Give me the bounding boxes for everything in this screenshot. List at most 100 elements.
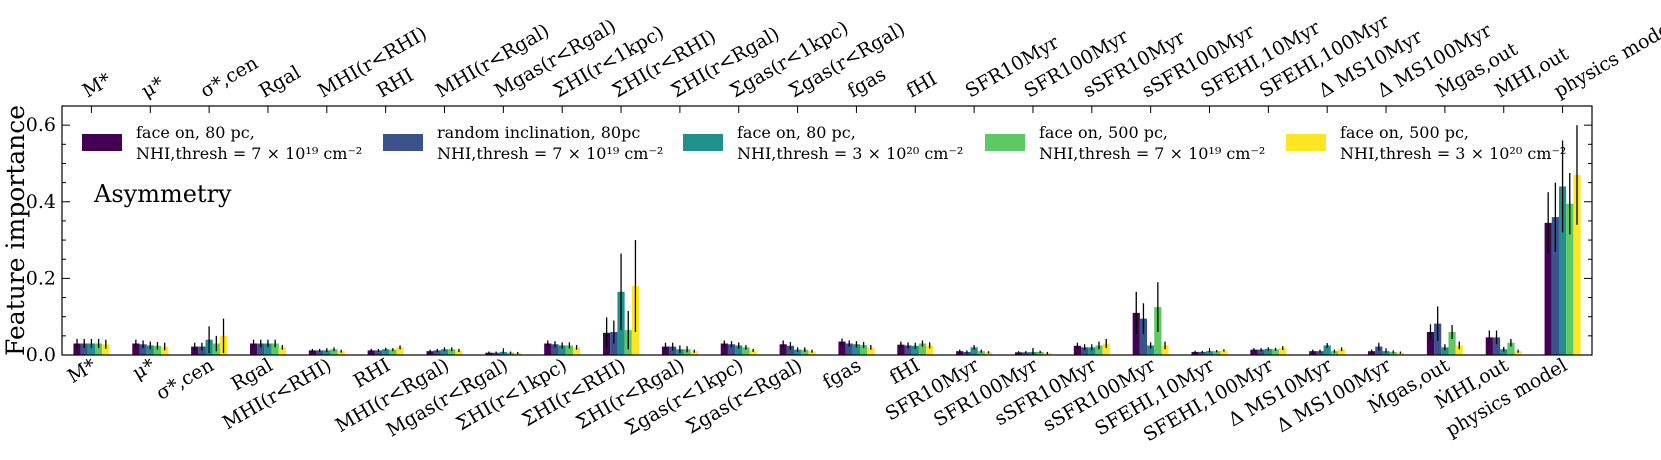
y-tick-label: 0.2 [26,267,56,289]
bar [1368,351,1376,355]
x-tick-label: fHI [886,354,924,389]
bar [1375,346,1383,355]
y-axis-label: Feature importance [1,105,30,356]
bar [867,347,875,355]
bar [389,349,397,355]
bar [1507,342,1515,355]
bar [558,345,566,355]
bar [735,345,743,355]
bar [904,345,912,355]
bar [1073,345,1082,355]
legend-label-line1: face on, 500 pc, [1340,123,1469,142]
bar [1036,351,1044,355]
legend-label-line1: face on, 80 pc, [737,123,856,142]
legend-label-line2: NHI,thresh = 3 × 10²⁰ cm⁻² [1340,144,1566,163]
bar [330,349,338,355]
bar [1132,312,1140,355]
bar [278,347,286,355]
top-tick-label: M* [79,69,116,103]
bar [80,343,88,355]
bar [1448,332,1456,355]
bar [374,350,383,355]
bar [161,346,169,355]
bar [1250,349,1258,355]
bar [433,350,441,355]
bar [1081,347,1089,355]
bar [1309,351,1317,355]
bar [1485,337,1493,355]
bar [1566,203,1574,355]
bar [249,343,258,355]
legend-swatch [82,134,122,151]
y-tick-label: 0.6 [26,114,56,136]
bar [1022,352,1030,355]
top-tick-label: μ* [138,72,168,102]
legend-label-line1: face on, 80 pc, [136,123,255,142]
bar [551,344,559,355]
top-tick-label: MHI(r<RHI) [314,22,430,102]
bar [1220,350,1228,355]
bar [132,343,140,355]
bar [963,351,971,355]
bar [1139,318,1148,355]
bar [852,344,861,355]
bar [448,349,456,355]
legend-label-line2: NHI,thresh = 7 × 10¹⁹ cm⁻² [1039,144,1265,163]
bar [264,343,272,355]
bar [727,344,736,355]
bar [1279,348,1287,355]
bar [779,344,787,355]
legend-label-line2: NHI,thresh = 7 × 10¹⁹ cm⁻² [136,144,362,163]
bar [1323,345,1331,355]
bar [382,349,390,355]
bar [73,343,81,355]
bar [1558,186,1567,355]
bar [1514,351,1522,355]
bar [1337,349,1346,355]
bar [977,351,985,355]
bar [1382,351,1390,355]
bar [367,350,375,355]
bar [1102,343,1110,355]
bar [499,351,507,355]
bar [918,343,927,355]
bar [146,345,154,355]
bar [1014,352,1023,355]
legend-swatch [383,134,423,151]
y-tick-labels: 0.0 0.2 0.4 0.6 [26,114,56,366]
bar [793,349,802,355]
legend: face on, 80 pc, NHI,thresh = 7 × 10¹⁹ cm⁻… [82,123,1566,163]
bar [1205,351,1214,355]
bar [690,351,698,355]
top-tick-label: fHI [903,68,941,103]
bar [1257,349,1265,355]
bar [720,343,728,355]
bar [572,347,581,355]
bar [1551,217,1559,355]
y-tick-label: 0.4 [26,191,56,213]
legend-swatch [985,134,1025,151]
bar [1161,345,1169,355]
bar [271,343,279,355]
bar [323,350,331,355]
bar [1088,347,1096,355]
bar [191,346,199,355]
bar [95,343,103,355]
bar [926,345,934,355]
bar [786,345,794,355]
legend-swatch [1286,134,1326,151]
bar [153,345,162,355]
bar [1389,351,1397,355]
bar [801,349,809,355]
bar [956,351,964,355]
y-tick-label: 0.0 [26,344,56,366]
bar [1213,351,1221,355]
bar [440,349,449,355]
top-tick-label: Rgal [255,61,304,102]
bar [911,345,919,355]
bar [1492,337,1501,355]
legend-label-line2: NHI,thresh = 3 × 10²⁰ cm⁻² [737,144,963,163]
